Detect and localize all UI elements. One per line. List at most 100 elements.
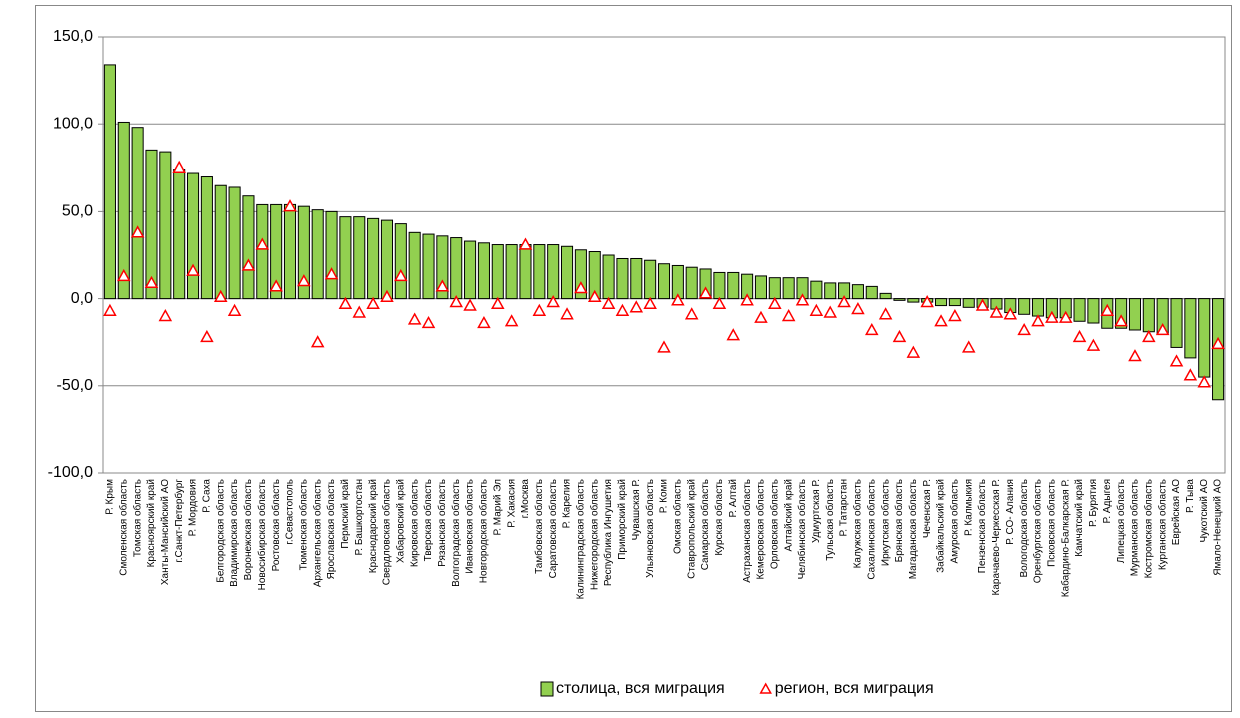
bar: [1170, 298, 1183, 348]
marker: [961, 340, 976, 353]
bar: [464, 240, 477, 300]
x-tick-label: Пензенская область: [976, 479, 988, 573]
marker: [809, 303, 824, 316]
bar: [1142, 298, 1155, 333]
x-tick-label: Р. Калмыкия: [963, 479, 974, 536]
y-tick-label: 150,0: [53, 28, 93, 45]
marker: [255, 237, 270, 250]
x-tick-label: Ростовская область: [270, 479, 282, 571]
x-tick-label: Ставропольский край: [686, 479, 697, 579]
marker: [574, 281, 588, 294]
marker: [227, 303, 242, 316]
bar: [1128, 298, 1142, 331]
bar: [408, 231, 421, 300]
x-tick-label: Кемеровская область: [755, 479, 767, 580]
bar: [131, 127, 144, 300]
marker: [1100, 303, 1115, 316]
x-tick-label: Воронежская область: [242, 479, 254, 580]
x-tick-label: Псковская область: [1045, 479, 1057, 567]
x-tick-label: Иркутская область: [879, 479, 891, 566]
x-tick-label: г.Москва: [520, 479, 531, 519]
marker: [1031, 314, 1045, 327]
bar: [339, 216, 352, 300]
marker: [712, 296, 727, 309]
bar: [173, 169, 186, 300]
x-tick-label: Ярославская область: [325, 479, 337, 579]
bar: [851, 284, 864, 300]
bar: [436, 235, 449, 300]
bar: [727, 271, 740, 300]
x-tick-label: Кировская область: [408, 479, 420, 567]
marker: [698, 286, 713, 299]
bar: [574, 249, 587, 300]
x-tick-label: Самарская область: [699, 479, 711, 570]
x-tick-label: Хабаровский край: [394, 479, 406, 563]
marker: [1114, 314, 1128, 327]
x-tick-label: Свердловская область: [381, 479, 393, 585]
bar: [685, 266, 698, 300]
x-tick-label: Ивановская область: [464, 479, 476, 574]
bar: [824, 282, 837, 300]
bar: [242, 195, 255, 300]
bar: [879, 292, 892, 300]
marker: [601, 296, 616, 309]
x-tick-label: Саратовская область: [547, 479, 559, 578]
x-tick-label: Новгородская область: [478, 479, 490, 583]
x-tick-label: Брянская область: [893, 479, 905, 562]
x-tick-label: Пермский край: [340, 479, 351, 549]
y-tick-label: 0,0: [71, 290, 93, 307]
x-tick-label: Р. Бурятия: [1088, 479, 1099, 527]
x-tick-label: Калининградская область: [575, 479, 587, 599]
y-tick-label: 50,0: [62, 203, 93, 220]
marker: [1128, 349, 1142, 362]
marker: [241, 258, 256, 271]
x-tick-label: Костромская область: [1142, 479, 1154, 578]
legend-label: регион, вся миграция: [775, 680, 934, 697]
marker: [1155, 322, 1170, 336]
bar: [477, 242, 490, 300]
x-tick-label: Архангельская область: [311, 479, 323, 587]
marker: [352, 305, 367, 318]
marker: [1183, 368, 1198, 381]
x-tick-label: Калужская область: [852, 479, 864, 568]
x-tick-label: Забайкальский край: [935, 479, 947, 573]
marker: [283, 199, 297, 212]
marker: [477, 315, 491, 329]
marker: [975, 298, 990, 311]
bar: [311, 209, 324, 300]
bar: [270, 203, 283, 300]
bar: [1087, 298, 1100, 324]
x-tick-label: Р. СО- Алания: [1005, 479, 1016, 545]
bar: [394, 223, 407, 300]
x-tick-label: Орловская область: [768, 479, 780, 569]
marker: [491, 296, 505, 309]
bar: [962, 298, 975, 308]
x-tick-label: Рязанская область: [436, 479, 448, 567]
marker: [1169, 354, 1184, 367]
x-tick-label: Р. Башкортостан: [354, 479, 365, 555]
x-tick-label: Р. Крым: [105, 479, 116, 515]
marker: [671, 293, 685, 306]
marker: [1197, 375, 1211, 388]
marker: [1003, 307, 1018, 320]
y-tick-label: -100,0: [48, 464, 93, 481]
bar: [1184, 298, 1197, 359]
marker: [421, 315, 436, 329]
marker: [1211, 336, 1225, 350]
marker: [934, 314, 948, 327]
marker: [269, 279, 283, 292]
bar: [810, 280, 823, 300]
x-tick-label: Магаданская область: [907, 479, 919, 579]
marker: [532, 303, 547, 316]
marker: [684, 307, 699, 320]
x-tick-label: Р. Татарстан: [839, 479, 850, 536]
marker: [865, 322, 879, 336]
x-tick-label: Р. Тыва: [1185, 479, 1196, 513]
marker: [186, 263, 200, 276]
bar: [325, 210, 338, 300]
bar: [117, 121, 130, 300]
bar: [560, 245, 574, 300]
bar: [907, 298, 920, 303]
x-tick-label: Вологодская область: [1018, 479, 1030, 578]
